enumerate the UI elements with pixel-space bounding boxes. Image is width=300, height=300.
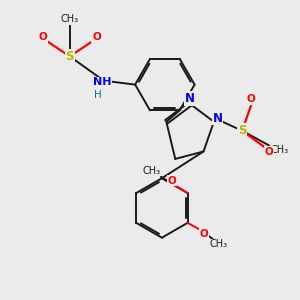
Text: O: O <box>200 229 208 239</box>
Text: NH: NH <box>93 77 112 87</box>
Text: O: O <box>92 32 101 42</box>
Text: S: S <box>65 50 74 63</box>
Text: O: O <box>168 176 176 186</box>
Text: CH₃: CH₃ <box>61 14 79 24</box>
Text: CH₃: CH₃ <box>210 239 228 249</box>
Text: N: N <box>212 112 223 125</box>
Text: O: O <box>39 32 47 42</box>
Text: S: S <box>238 124 246 137</box>
Text: O: O <box>265 147 273 157</box>
Text: CH₃: CH₃ <box>143 166 161 176</box>
Text: H: H <box>94 90 101 100</box>
Text: N: N <box>185 92 195 105</box>
Text: CH₃: CH₃ <box>270 145 288 155</box>
Text: O: O <box>247 94 255 104</box>
